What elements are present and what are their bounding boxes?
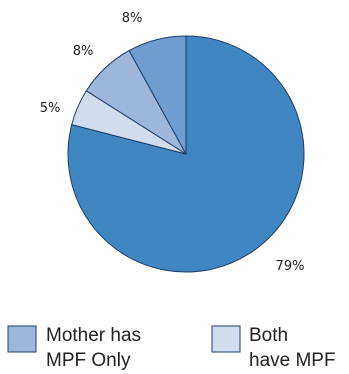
legend: Mother has MPF Only Both have MPF [7, 325, 336, 371]
legend-label-2-line-1: Both [249, 325, 288, 346]
legend-swatch-1 [7, 325, 37, 353]
pie-data-label-3: 8% [73, 44, 94, 59]
legend-label-1-line-2: MPF Only [46, 350, 131, 371]
pie-data-label-1: 79% [276, 259, 305, 274]
legend-label-2-line-2: have MPF [249, 350, 336, 371]
pie-data-label-4: 8% [122, 11, 143, 26]
pie-data-labels: 79% 5% 8% 8% [40, 11, 305, 274]
legend-label-1-line-1: Mother has [46, 325, 141, 346]
pie-slice-4 [128, 35, 187, 155]
pie-data-label-2: 5% [40, 101, 61, 116]
legend-swatch-2 [211, 325, 241, 353]
pie-slices [67, 35, 305, 273]
